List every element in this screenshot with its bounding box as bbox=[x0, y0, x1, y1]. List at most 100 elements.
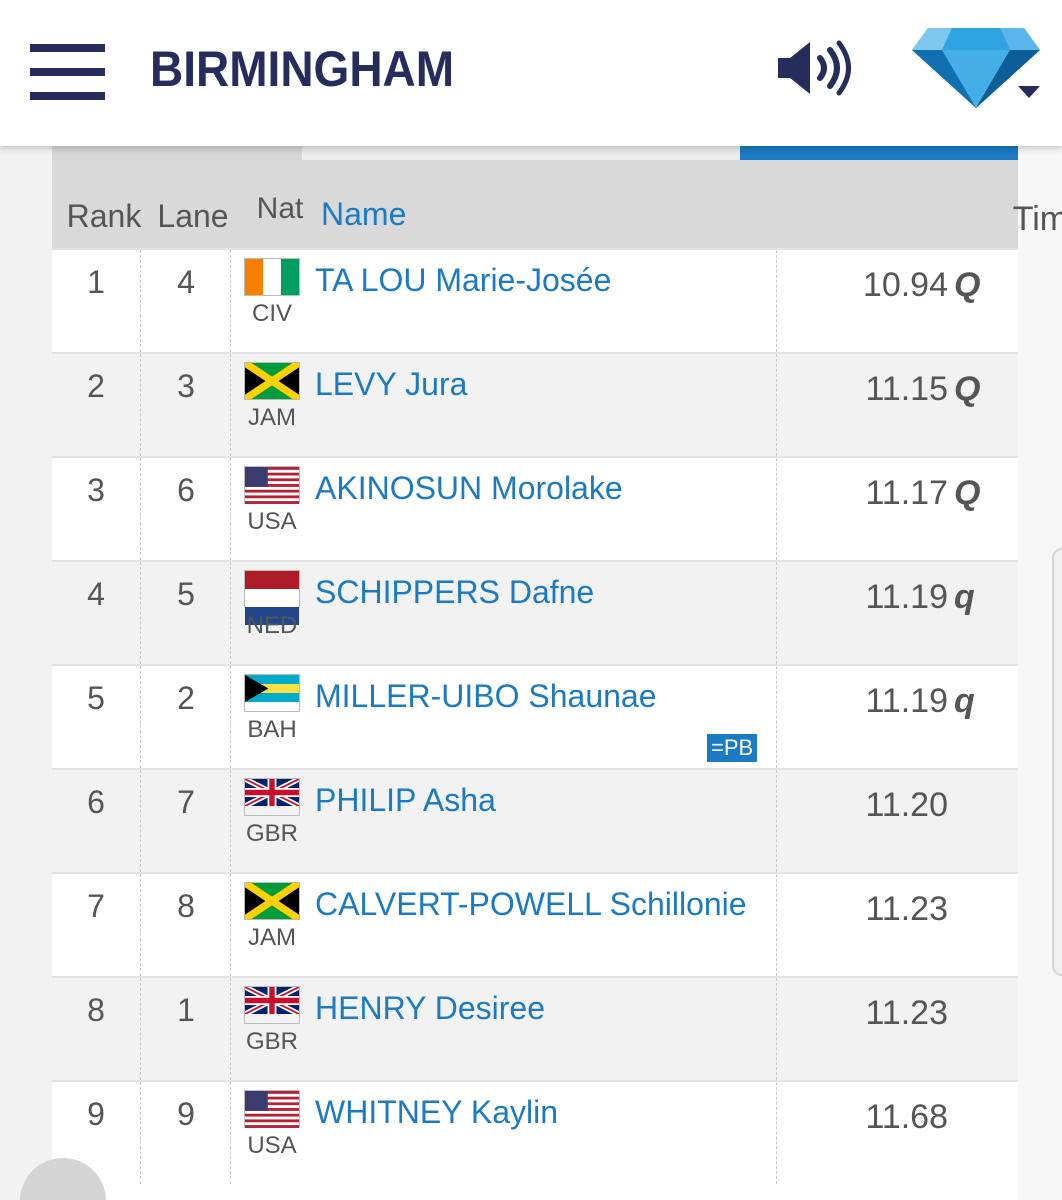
nat-code: NED bbox=[246, 612, 298, 639]
qualifier-mark: Q bbox=[954, 266, 981, 304]
table-row[interactable]: 4 5 NED SCHIPPERS Dafne 11.19 q bbox=[52, 560, 1018, 664]
results-table: Rank Lane Nat Name Time 1 4 CIV TA LOU Mari… bbox=[52, 160, 1062, 1184]
tab-inactive-2[interactable] bbox=[302, 146, 740, 160]
qualifier-mark: q bbox=[954, 682, 975, 720]
lane-cell: 5 bbox=[177, 576, 195, 612]
table-row[interactable]: 6 7 GBR PHILIP Asha 11.20 bbox=[52, 768, 1018, 872]
column-divider bbox=[230, 562, 231, 664]
column-divider bbox=[230, 250, 231, 352]
time-cell: 11.20 bbox=[778, 770, 1018, 872]
nat-cell: CIV bbox=[232, 250, 312, 352]
time-cell: 11.23 bbox=[778, 874, 1018, 976]
time-value: 11.20 bbox=[865, 786, 948, 824]
tab-active[interactable] bbox=[740, 146, 1018, 160]
column-divider bbox=[140, 250, 141, 352]
ned-flag-icon bbox=[244, 570, 300, 625]
gbr-flag-icon bbox=[243, 984, 301, 1024]
time-cell: 11.15 Q bbox=[778, 354, 1018, 456]
rank-cell: 1 bbox=[87, 264, 105, 300]
athlete-name-link[interactable]: SCHIPPERS Dafne bbox=[315, 574, 595, 610]
table-row[interactable]: 7 8 JAM CALVERT-POWELL Schillonie 11.23 bbox=[52, 872, 1018, 976]
rank-cell: 6 bbox=[87, 784, 105, 820]
nat-code: CIV bbox=[251, 300, 292, 327]
lane-cell: 7 bbox=[177, 784, 195, 820]
time-cell: 10.94 Q bbox=[778, 250, 1018, 352]
app-header: BIRMINGHAM bbox=[0, 0, 1062, 146]
time-cell: 11.23 bbox=[778, 978, 1018, 1080]
time-value: 11.68 bbox=[865, 1098, 948, 1136]
scroll-handle[interactable] bbox=[1052, 548, 1062, 976]
table-row[interactable]: 9 9 USA WHITNEY Kaylin 11.68 bbox=[52, 1080, 1018, 1184]
time-value: 11.23 bbox=[865, 890, 948, 928]
pb-badge: =PB bbox=[707, 734, 758, 762]
athlete-name-link[interactable]: TA LOU Marie-Josée bbox=[315, 262, 612, 298]
column-divider bbox=[776, 978, 777, 1080]
time-value: 11.17 bbox=[865, 474, 948, 512]
lane-cell: 9 bbox=[177, 1096, 195, 1132]
nat-cell: USA bbox=[232, 458, 312, 560]
time-value: 11.19 bbox=[865, 578, 948, 616]
col-time: Time bbox=[1012, 200, 1062, 238]
table-row[interactable]: 8 1 GBR HENRY Desiree 11.23 bbox=[52, 976, 1018, 1080]
col-rank: Rank bbox=[66, 198, 142, 234]
lane-cell: 1 bbox=[177, 992, 195, 1028]
qualifier-mark: Q bbox=[954, 474, 981, 512]
column-divider bbox=[140, 770, 141, 872]
column-divider bbox=[140, 354, 141, 456]
tab-inactive-1[interactable] bbox=[52, 146, 302, 160]
time-cell: 11.17 Q bbox=[778, 458, 1018, 560]
column-divider bbox=[140, 666, 141, 768]
athlete-name-link[interactable]: AKINOSUN Morolake bbox=[315, 470, 623, 506]
hamburger-menu-icon[interactable] bbox=[30, 44, 105, 104]
speaker-volume-icon[interactable] bbox=[776, 38, 852, 98]
table-row[interactable]: 2 3 JAM LEVY Jura 11.15 Q bbox=[52, 352, 1018, 456]
athlete-name-link[interactable]: HENRY Desiree bbox=[315, 990, 546, 1026]
table-header: Rank Lane Nat Name Time bbox=[52, 160, 1062, 248]
time-value: 11.15 bbox=[865, 370, 948, 408]
jam-flag-icon bbox=[243, 360, 301, 402]
lane-cell: 3 bbox=[177, 368, 195, 404]
rank-cell: 8 bbox=[87, 992, 105, 1028]
nat-code: USA bbox=[247, 1132, 297, 1159]
column-divider bbox=[230, 978, 231, 1080]
lane-cell: 8 bbox=[177, 888, 195, 924]
column-divider bbox=[140, 978, 141, 1080]
table-row[interactable]: 5 2 BAH MILLER-UIBO Shaunae =PB 11.19 q bbox=[52, 664, 1018, 768]
rank-cell: 7 bbox=[87, 888, 105, 924]
lane-cell: 6 bbox=[177, 472, 195, 508]
column-divider bbox=[140, 458, 141, 560]
column-divider bbox=[140, 1082, 141, 1184]
civ-flag-icon bbox=[244, 258, 300, 296]
nat-code: JAM bbox=[248, 404, 296, 431]
column-divider bbox=[230, 458, 231, 560]
nat-cell: GBR bbox=[232, 978, 312, 1080]
time-value: 11.23 bbox=[865, 994, 948, 1032]
column-divider bbox=[230, 874, 231, 976]
athlete-name-link[interactable]: MILLER-UIBO Shaunae bbox=[315, 678, 657, 714]
rank-cell: 4 bbox=[87, 576, 105, 612]
nat-code: GBR bbox=[245, 820, 298, 847]
nat-code: USA bbox=[247, 508, 297, 535]
nat-cell: JAM bbox=[232, 354, 312, 456]
athlete-name-link[interactable]: LEVY Jura bbox=[315, 366, 468, 402]
athlete-name-link[interactable]: WHITNEY Kaylin bbox=[315, 1094, 559, 1130]
rank-cell: 5 bbox=[87, 680, 105, 716]
column-divider bbox=[140, 562, 141, 664]
column-divider bbox=[776, 874, 777, 976]
rank-cell: 2 bbox=[87, 368, 105, 404]
nat-cell: BAH bbox=[232, 666, 312, 768]
nat-code: BAH bbox=[247, 716, 297, 743]
diamond-league-logo-icon[interactable] bbox=[906, 24, 1046, 110]
lane-cell: 4 bbox=[177, 264, 195, 300]
table-row[interactable]: 1 4 CIV TA LOU Marie-Josée 10.94 Q bbox=[52, 248, 1018, 352]
athlete-name-link[interactable]: PHILIP Asha bbox=[315, 782, 496, 818]
left-gutter bbox=[0, 146, 52, 1200]
time-value: 11.19 bbox=[865, 682, 948, 720]
column-divider bbox=[230, 770, 231, 872]
nat-cell: GBR bbox=[232, 770, 312, 872]
table-row[interactable]: 3 6 USA AKINOSUN Morolake 11.17 Q bbox=[52, 456, 1018, 560]
time-cell: 11.19 q bbox=[778, 666, 1018, 768]
col-lane: Lane bbox=[157, 198, 229, 234]
athlete-name-link[interactable]: CALVERT-POWELL Schillonie bbox=[315, 886, 747, 922]
lane-cell: 2 bbox=[177, 680, 195, 716]
